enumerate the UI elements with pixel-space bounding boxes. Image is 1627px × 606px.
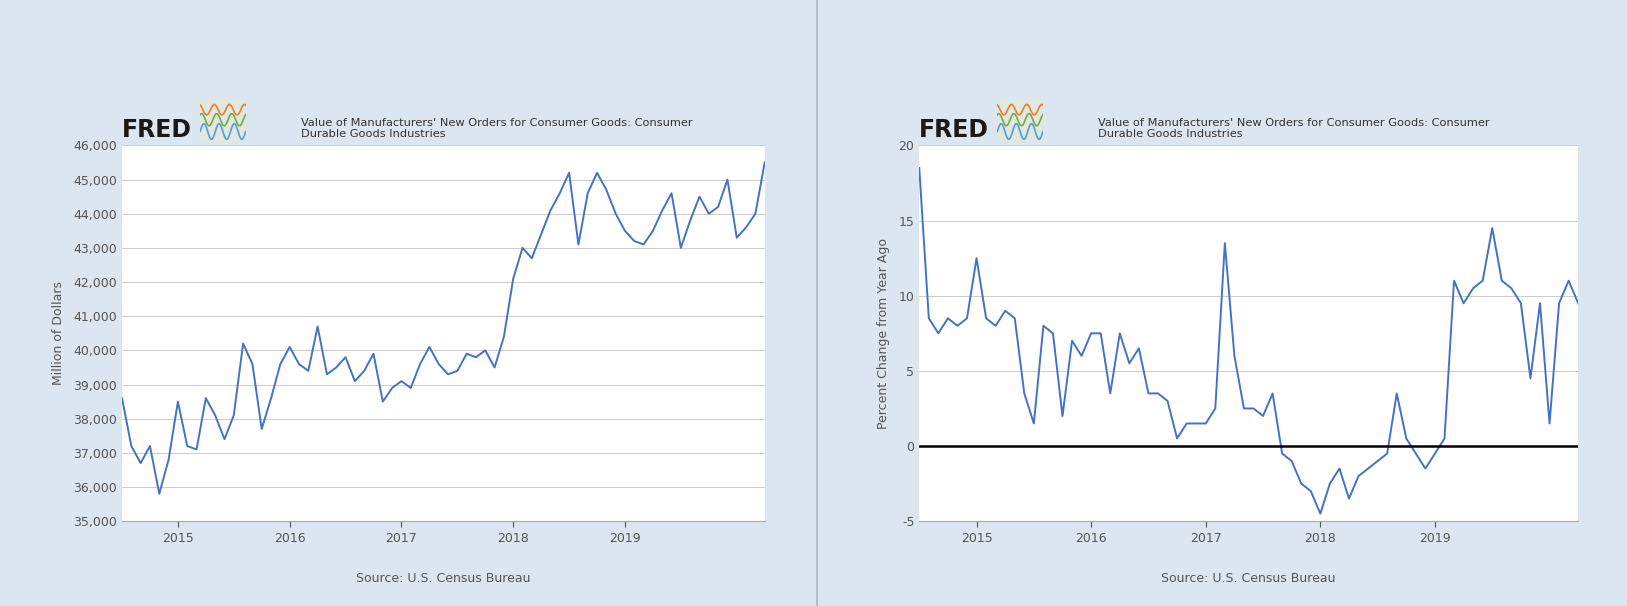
Y-axis label: Percent Change from Year Ago: Percent Change from Year Ago [877,238,890,429]
Text: Source: U.S. Census Bureau: Source: U.S. Census Bureau [1162,571,1336,585]
Text: Value of Manufacturers' New Orders for Consumer Goods: Consumer
Durable Goods In: Value of Manufacturers' New Orders for C… [1098,118,1490,139]
Text: FRED: FRED [122,118,192,142]
Text: FRED: FRED [919,118,989,142]
Text: Value of Manufacturers' New Orders for Consumer Goods: Consumer
Durable Goods In: Value of Manufacturers' New Orders for C… [301,118,693,139]
Text: Source: U.S. Census Bureau: Source: U.S. Census Bureau [356,571,530,585]
Y-axis label: Million of Dollars: Million of Dollars [52,281,65,385]
